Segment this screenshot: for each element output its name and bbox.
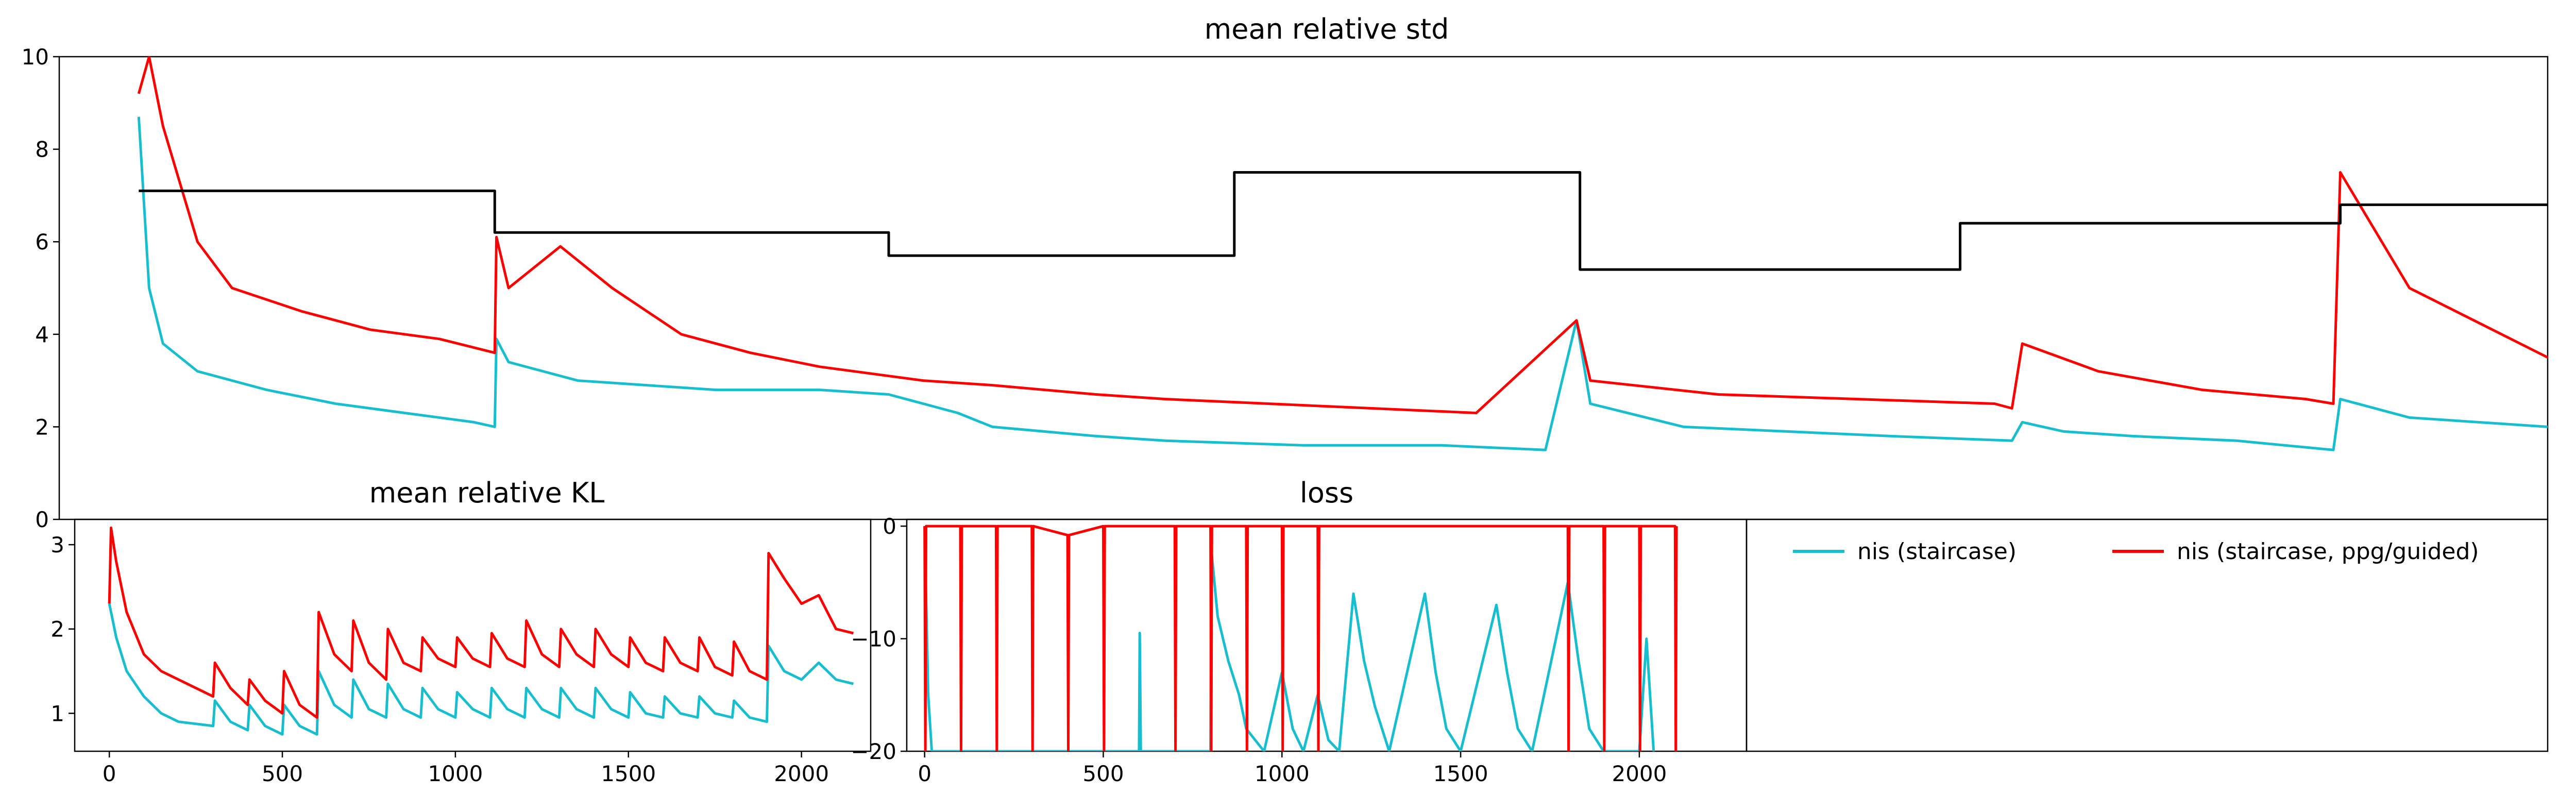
- std-series-2: [139, 171, 2548, 271]
- loss-series-1: [923, 525, 1678, 751]
- std-series-1: [137, 57, 2548, 414]
- std-ytick-label: 0: [35, 507, 49, 532]
- std-chart-title: mean relative std: [1205, 13, 1449, 45]
- kl-xtick-label: 2000: [774, 761, 829, 786]
- std-ytick-label: 10: [22, 44, 49, 70]
- kl-panel-frame: [74, 518, 872, 752]
- kl-xtick-label: 0: [103, 761, 116, 786]
- kl-series-1: [108, 526, 854, 719]
- std-ytick-label: 8: [35, 137, 49, 162]
- std-ytick-label: 4: [35, 322, 49, 347]
- kl-xtick-label: 1500: [601, 761, 656, 786]
- loss-xtick-label: 1000: [1255, 761, 1310, 786]
- std-ytick-label: 6: [35, 229, 49, 255]
- legend-panel-frame: [1745, 518, 2549, 752]
- loss-ytick-label: −20: [851, 739, 896, 764]
- std-series-0: [137, 116, 2548, 451]
- loss-xtick-label: 1500: [1433, 761, 1488, 786]
- loss-ytick-label: 0: [883, 514, 896, 539]
- kl-ytick-label: 2: [50, 617, 64, 642]
- loss-xtick-label: 2000: [1612, 761, 1667, 786]
- legend-label-red: nis (staircase, ppg/guided): [2177, 538, 2479, 565]
- kl-ytick-label: 3: [50, 532, 64, 558]
- kl-xtick-label: 500: [262, 761, 303, 786]
- legend-label-cyan: nis (staircase): [1857, 538, 2016, 565]
- loss-xtick-label: 500: [1082, 761, 1124, 786]
- loss-xtick-label: 0: [918, 761, 931, 786]
- kl-series-0: [108, 603, 854, 736]
- loss-plot-area: 0 −10 −20 0 500 1000 1500 2000: [851, 514, 1678, 786]
- kl-ytick-label: 1: [50, 701, 64, 726]
- loss-chart-title: loss: [1300, 477, 1353, 509]
- std-ytick-label: 2: [35, 414, 49, 440]
- std-plot-area: 0 2 4 6 8 10: [22, 44, 2548, 532]
- loss-ytick-label: −10: [851, 627, 896, 652]
- kl-plot-area: 1 2 3 0 500 1000 1500 2000: [50, 526, 854, 786]
- kl-xtick-label: 1000: [428, 761, 483, 786]
- legend: nis (staircase) nis (staircase, ppg/guid…: [1793, 538, 2479, 565]
- kl-chart-title: mean relative KL: [369, 477, 605, 509]
